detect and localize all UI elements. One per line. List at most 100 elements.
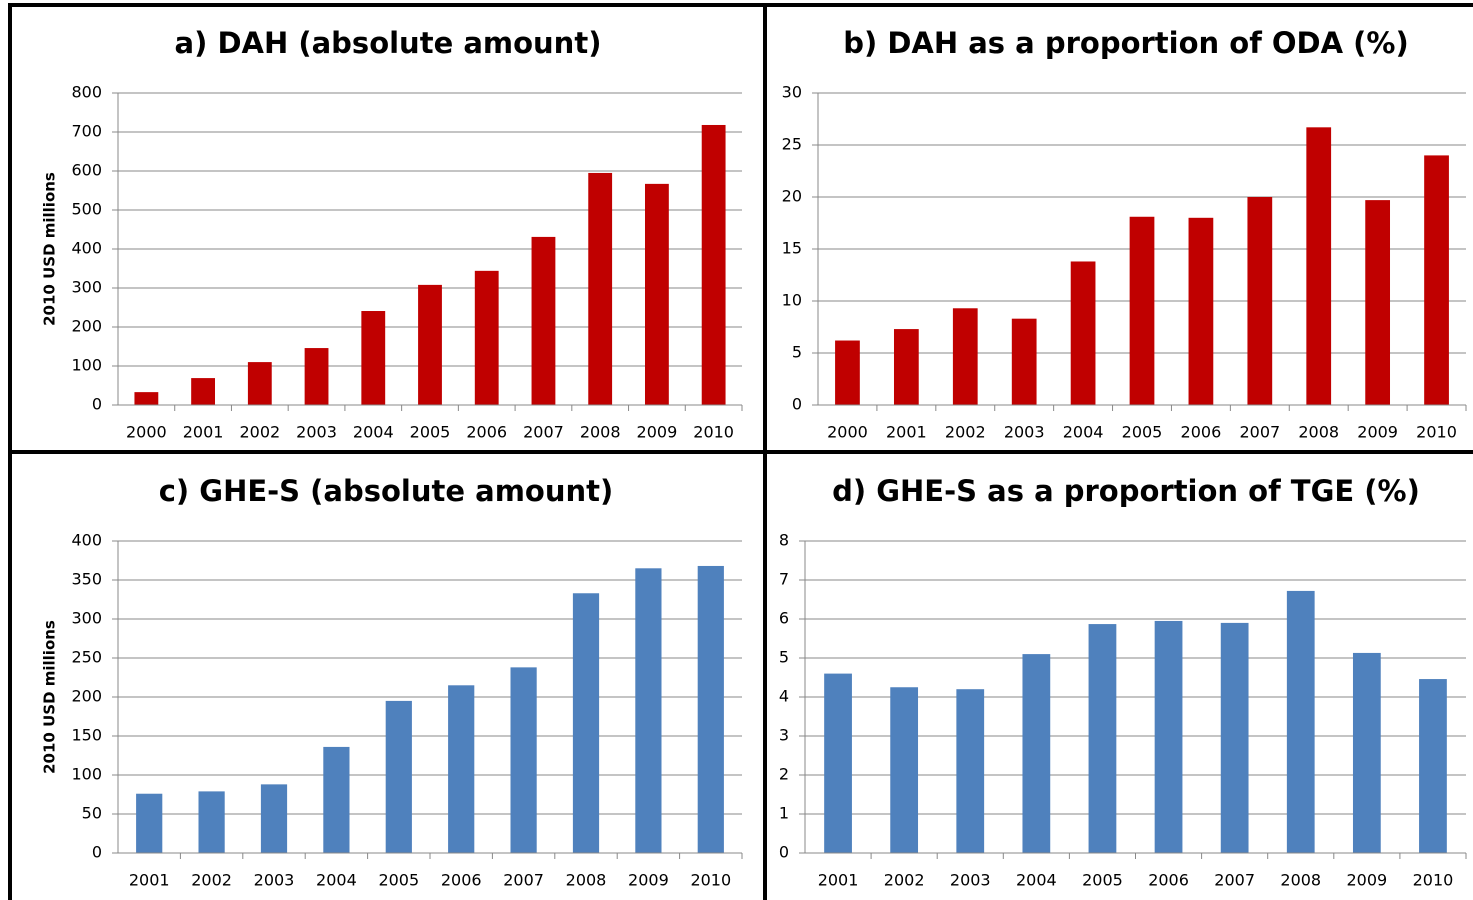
bar xyxy=(1011,318,1037,405)
bar xyxy=(1070,261,1096,405)
y-tick-label: 600 xyxy=(71,161,102,180)
x-tick-label: 2009 xyxy=(628,871,669,890)
x-tick-label: 2007 xyxy=(1239,423,1280,442)
x-tick-label: 2004 xyxy=(353,423,394,442)
bar xyxy=(890,687,919,853)
bar xyxy=(361,311,386,405)
y-tick-label: 400 xyxy=(71,531,102,550)
y-tick-label: 5 xyxy=(779,648,789,667)
x-tick-label: 2008 xyxy=(580,423,621,442)
x-tick-label: 2010 xyxy=(690,871,731,890)
x-tick-label: 2005 xyxy=(1122,423,1163,442)
x-tick-label: 2002 xyxy=(945,423,986,442)
y-tick-label: 6 xyxy=(779,609,789,628)
y-axis-label: 2010 USD millions xyxy=(41,620,59,774)
x-tick-label: 2006 xyxy=(1181,423,1222,442)
y-tick-label: 150 xyxy=(71,726,102,745)
x-tick-label: 2007 xyxy=(503,871,544,890)
bar xyxy=(824,673,852,853)
bar xyxy=(198,791,225,853)
x-tick-label: 2008 xyxy=(566,871,607,890)
bar xyxy=(635,568,662,853)
bar xyxy=(1352,652,1381,853)
y-tick-label: 200 xyxy=(71,317,102,336)
x-tick-label: 2002 xyxy=(191,871,232,890)
x-tick-label: 2009 xyxy=(637,423,678,442)
y-tick-label: 200 xyxy=(71,687,102,706)
chart-title: b) DAH as a proportion of ODA (%) xyxy=(843,26,1409,60)
y-tick-label: 3 xyxy=(779,726,789,745)
y-tick-label: 500 xyxy=(71,200,102,219)
x-tick-label: 2003 xyxy=(254,871,295,890)
x-tick-label: 2006 xyxy=(466,423,507,442)
bar xyxy=(448,685,475,853)
y-tick-label: 7 xyxy=(779,570,789,589)
chart-title: d) GHE-S as a proportion of TGE (%) xyxy=(832,474,1420,508)
bar xyxy=(134,392,159,405)
y-tick-label: 25 xyxy=(782,135,802,154)
bar xyxy=(1419,679,1447,853)
y-tick-label: 5 xyxy=(792,343,802,362)
y-tick-label: 1 xyxy=(779,804,789,823)
x-tick-label: 2008 xyxy=(1298,423,1339,442)
y-tick-label: 800 xyxy=(71,83,102,102)
bar xyxy=(260,784,288,853)
chart-title: a) DAH (absolute amount) xyxy=(175,26,602,60)
y-tick-label: 15 xyxy=(782,239,802,258)
x-tick-label: 2007 xyxy=(1214,871,1255,890)
bar xyxy=(474,270,499,405)
bar xyxy=(956,689,985,853)
x-tick-label: 2004 xyxy=(1063,423,1104,442)
bar xyxy=(136,793,163,853)
y-tick-label: 400 xyxy=(71,239,102,258)
y-tick-label: 300 xyxy=(71,609,102,628)
bar xyxy=(588,172,613,405)
y-tick-label: 50 xyxy=(82,804,102,823)
x-tick-label: 2010 xyxy=(1416,423,1457,442)
x-tick-label: 2002 xyxy=(884,871,925,890)
bar xyxy=(572,593,600,853)
y-tick-label: 250 xyxy=(71,648,102,667)
bar xyxy=(1188,217,1214,405)
x-tick-label: 2009 xyxy=(1346,871,1387,890)
bar xyxy=(418,284,442,405)
frame xyxy=(8,3,1473,900)
x-tick-label: 2003 xyxy=(950,871,991,890)
bar xyxy=(644,183,669,405)
x-tick-label: 2001 xyxy=(818,871,859,890)
x-tick-label: 2005 xyxy=(378,871,419,890)
x-tick-label: 2006 xyxy=(441,871,482,890)
bar xyxy=(697,565,724,853)
bar xyxy=(1286,590,1315,853)
bar xyxy=(1154,620,1183,853)
x-tick-label: 2007 xyxy=(523,423,564,442)
y-axis-label: 2010 USD millions xyxy=(41,172,59,326)
bar xyxy=(1306,127,1332,405)
x-tick-label: 2005 xyxy=(1082,871,1123,890)
y-tick-label: 100 xyxy=(71,765,102,784)
bar xyxy=(531,236,556,405)
bar xyxy=(1365,200,1391,405)
bar xyxy=(1088,624,1117,853)
y-tick-label: 700 xyxy=(71,122,102,141)
y-tick-label: 0 xyxy=(92,395,102,414)
x-tick-label: 2001 xyxy=(183,423,224,442)
y-tick-label: 10 xyxy=(782,291,802,310)
bar xyxy=(191,378,216,405)
y-tick-label: 2 xyxy=(779,765,789,784)
y-tick-label: 100 xyxy=(71,356,102,375)
bar xyxy=(893,329,919,405)
x-tick-label: 2001 xyxy=(129,871,170,890)
bar xyxy=(510,667,537,853)
y-tick-label: 8 xyxy=(779,531,789,550)
y-tick-label: 0 xyxy=(779,843,789,862)
bar xyxy=(1247,197,1273,405)
x-tick-label: 2004 xyxy=(316,871,357,890)
y-tick-label: 0 xyxy=(92,843,102,862)
x-tick-label: 2003 xyxy=(296,423,337,442)
y-tick-label: 0 xyxy=(792,395,802,414)
x-tick-label: 2001 xyxy=(886,423,927,442)
x-tick-label: 2010 xyxy=(1413,871,1454,890)
x-tick-label: 2003 xyxy=(1004,423,1045,442)
x-tick-label: 2006 xyxy=(1148,871,1189,890)
